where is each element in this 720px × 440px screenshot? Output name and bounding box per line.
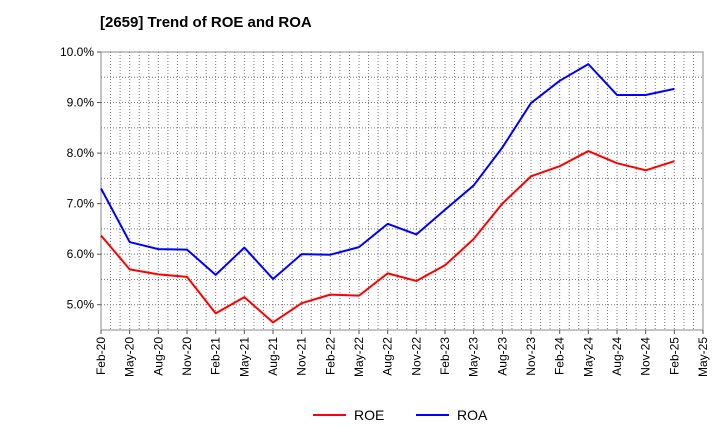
x-tick-label: Nov-24 [639,337,653,376]
plot-frame [100,51,704,331]
y-tick-label: 7.0% [67,197,95,211]
x-tick-label: Feb-24 [553,337,567,375]
x-tick-label: May-20 [123,337,137,377]
y-tick-label: 10.0% [60,45,94,59]
x-tick-label: Nov-22 [409,337,423,376]
x-tick-label: Aug-21 [266,337,280,376]
y-tick-label: 8.0% [67,146,95,160]
x-tick-label: Aug-20 [151,337,165,376]
x-tick-label: Nov-23 [524,337,538,376]
x-tick-label: Feb-23 [438,337,452,375]
x-tick-label: Feb-25 [667,337,681,375]
x-tick-label: Aug-24 [610,337,624,376]
x-tick-label: Feb-21 [209,337,223,375]
plot-area [101,52,703,330]
x-tick-label: Feb-22 [323,337,337,375]
legend-label-roe: ROE [354,407,384,423]
x-tick-label: May-21 [237,337,251,377]
x-tick-label: Nov-20 [180,337,194,376]
x-tick-label: Nov-21 [295,337,309,376]
chart-title: [2659] Trend of ROE and ROA [100,14,312,31]
y-tick-label: 6.0% [67,247,95,261]
x-tick-label: Feb-20 [94,337,108,375]
x-tick-label: May-23 [467,337,481,377]
series-line-roa [100,63,675,280]
x-tick-label: Aug-22 [381,337,395,376]
x-tick-label: May-22 [352,337,366,377]
series-line-roe [100,150,675,324]
x-tick-label: May-25 [696,337,710,377]
x-tick-label: May-24 [581,337,595,377]
y-tick-label: 5.0% [67,298,95,312]
y-tick-label: 9.0% [67,96,95,110]
legend-label-roa: ROA [457,407,488,423]
x-tick-label: Aug-23 [495,337,509,376]
